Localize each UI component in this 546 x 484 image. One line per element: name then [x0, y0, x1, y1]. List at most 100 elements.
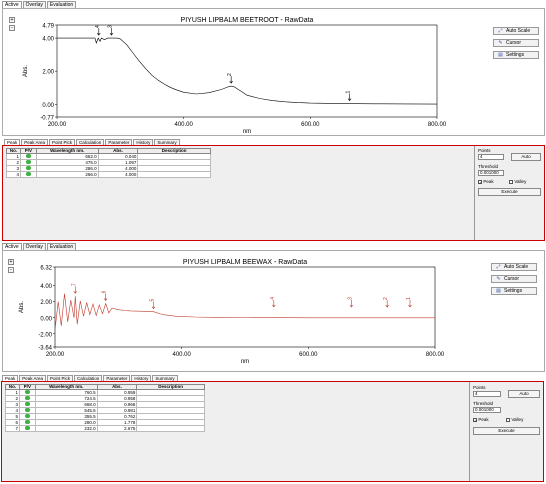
valley-check-icon — [509, 179, 513, 184]
tab-summary[interactable]: Summary — [154, 139, 180, 145]
settings-label: Settings — [506, 52, 525, 58]
auto-scale-button[interactable]: ⤢ Auto Scale — [493, 27, 539, 35]
y-tick-label: -2.00 — [38, 332, 52, 338]
tab-point-pick[interactable]: Point Pick — [49, 139, 76, 145]
spectrum-chart-2[interactable]: PIYUSH LIPBALM BEEWAX - RawData 6.32 4.00 2… — [17, 253, 479, 371]
points-input[interactable]: 4 — [473, 391, 501, 397]
x-axis-label: nm — [241, 359, 249, 365]
valley-checkbox[interactable]: Valley — [506, 417, 523, 423]
peak-arrow-icon — [408, 304, 412, 308]
x-tick-label: 600.00 — [301, 122, 320, 128]
tab-active[interactable]: Active — [2, 1, 22, 8]
tab-calculation[interactable]: Calculation — [76, 139, 105, 145]
tab-history[interactable]: History — [133, 139, 154, 145]
x-tick-label: 200.00 — [48, 122, 67, 128]
table-row[interactable]: 7 232.0 2.675 — [5, 425, 205, 432]
zoom-out-button[interactable]: - — [9, 25, 15, 31]
y-tick-label: 0.00 — [40, 316, 52, 322]
tab-active[interactable]: Active — [2, 243, 22, 250]
tab-overlay[interactable]: Overlay — [22, 1, 46, 8]
peak-arrow-icon — [347, 98, 352, 102]
row-abs: 4.000 — [97, 171, 139, 178]
y-axis-label: Abs. — [23, 65, 29, 77]
table-row[interactable]: 6 280.0 1.778 — [5, 419, 205, 426]
cursor-label: Cursor — [504, 276, 520, 282]
y-axis-label: Abs. — [19, 301, 25, 313]
peak-label: 5 — [149, 299, 155, 302]
zoom-in-button[interactable]: + — [8, 259, 14, 265]
valley-checkbox[interactable]: Valley — [509, 179, 526, 185]
peak-tabs-2: Peak Peak Area Point Pick Calculation Pa… — [2, 375, 178, 381]
tab-peak-area[interactable]: Peak Area — [19, 375, 47, 381]
row-abs: 2.675 — [96, 425, 138, 432]
execute-button[interactable]: Execute — [478, 188, 541, 196]
auto-scale-button[interactable]: ⤢ Auto Scale — [491, 263, 537, 271]
spectrum-chart-1[interactable]: PIYUSH LIPBALM BEETROOT - RawData 4.79 4.0… — [21, 11, 481, 135]
peak-label: 2 — [383, 297, 389, 300]
points-input[interactable]: 4 — [478, 154, 504, 160]
peak-indicator-icon — [24, 408, 30, 412]
peak-arrow-icon — [349, 304, 354, 308]
x-tick-label: 800.00 — [428, 122, 447, 128]
auto-button[interactable]: Auto — [511, 153, 541, 161]
peak-indicator-icon — [24, 396, 30, 400]
y-tick-label: 6.32 — [40, 266, 52, 272]
tab-evaluation[interactable]: Evaluation — [46, 1, 77, 8]
plot-area — [56, 24, 438, 118]
auto-scale-label: Auto Scale — [504, 264, 529, 270]
settings-button[interactable]: ▤ Settings — [493, 51, 539, 59]
table-row[interactable]: 2 475.0 1.097 — [6, 159, 211, 166]
auto-scale-label: Auto Scale — [506, 28, 531, 34]
table-row[interactable]: 4 266.0 4.000 — [6, 171, 211, 178]
cursor-icon: ✎ — [498, 40, 503, 46]
peak-check-icon: ✓ — [478, 179, 483, 185]
peak-label: 7 — [71, 283, 77, 286]
tab-peak[interactable]: Peak — [4, 139, 21, 145]
tab-parameter[interactable]: Parameter — [105, 139, 133, 145]
peak-checkbox[interactable]: ✓ Peak — [473, 417, 489, 423]
peak-label: 3 — [347, 297, 353, 300]
tab-parameter[interactable]: Parameter — [103, 375, 131, 381]
peak-indicator-icon — [24, 420, 30, 424]
tab-point-pick[interactable]: Point Pick — [47, 375, 74, 381]
tab-calculation[interactable]: Calculation — [74, 375, 103, 381]
peak-indicator-icon — [25, 160, 31, 164]
x-axis-label: nm — [243, 129, 251, 135]
tab-peak-area[interactable]: Peak Area — [21, 139, 49, 145]
peak-table-2: No. P/V Wavelength nm. Abs. Description … — [5, 384, 205, 432]
spectrum-line — [57, 37, 438, 105]
row-description[interactable] — [136, 425, 205, 432]
row-description[interactable] — [137, 171, 211, 178]
peak-tabs-1: Peak Peak Area Point Pick Calculation Pa… — [4, 139, 180, 145]
peak-label: 4 — [270, 297, 276, 300]
x-tick-label: 600.00 — [299, 352, 318, 358]
row-no: 4 — [6, 171, 21, 178]
points-label: Points — [473, 385, 486, 390]
tab-overlay[interactable]: Overlay — [22, 243, 46, 250]
settings-icon: ▤ — [496, 288, 501, 294]
tab-summary[interactable]: Summary — [152, 375, 178, 381]
tab-peak[interactable]: Peak — [2, 375, 19, 381]
cursor-icon: ✎ — [496, 276, 501, 282]
auto-button[interactable]: Auto — [508, 390, 540, 398]
peak-indicator-icon — [25, 172, 31, 176]
peak-checkbox[interactable]: ✓ Peak — [478, 179, 494, 185]
execute-button[interactable]: Execute — [473, 427, 540, 435]
tab-history[interactable]: History — [131, 375, 152, 381]
peak-panel-2: No. P/V Wavelength nm. Abs. Description … — [1, 381, 544, 482]
threshold-input[interactable]: 0.001000 — [478, 170, 504, 176]
cursor-button[interactable]: ✎ Cursor — [491, 275, 537, 283]
peak-label: 1 — [406, 297, 412, 300]
settings-button[interactable]: ▤ Settings — [491, 287, 537, 295]
auto-scale-icon: ⤢ — [496, 264, 501, 270]
tab-evaluation[interactable]: Evaluation — [46, 243, 77, 250]
zoom-in-button[interactable]: + — [9, 17, 15, 23]
peak-panel-1: No. P/V Wavelength nm. Abs. Description … — [2, 145, 545, 241]
peak-arrow-icon — [272, 304, 276, 308]
peak-check-icon: ✓ — [473, 417, 478, 423]
row-wavelength: 232.0 — [34, 425, 98, 432]
cursor-button[interactable]: ✎ Cursor — [493, 39, 539, 47]
chart-title: PIYUSH LIPBALM BEEWAX - RawData — [183, 259, 307, 266]
zoom-out-button[interactable]: - — [8, 267, 14, 273]
threshold-input[interactable]: 0.001000 — [473, 407, 501, 413]
